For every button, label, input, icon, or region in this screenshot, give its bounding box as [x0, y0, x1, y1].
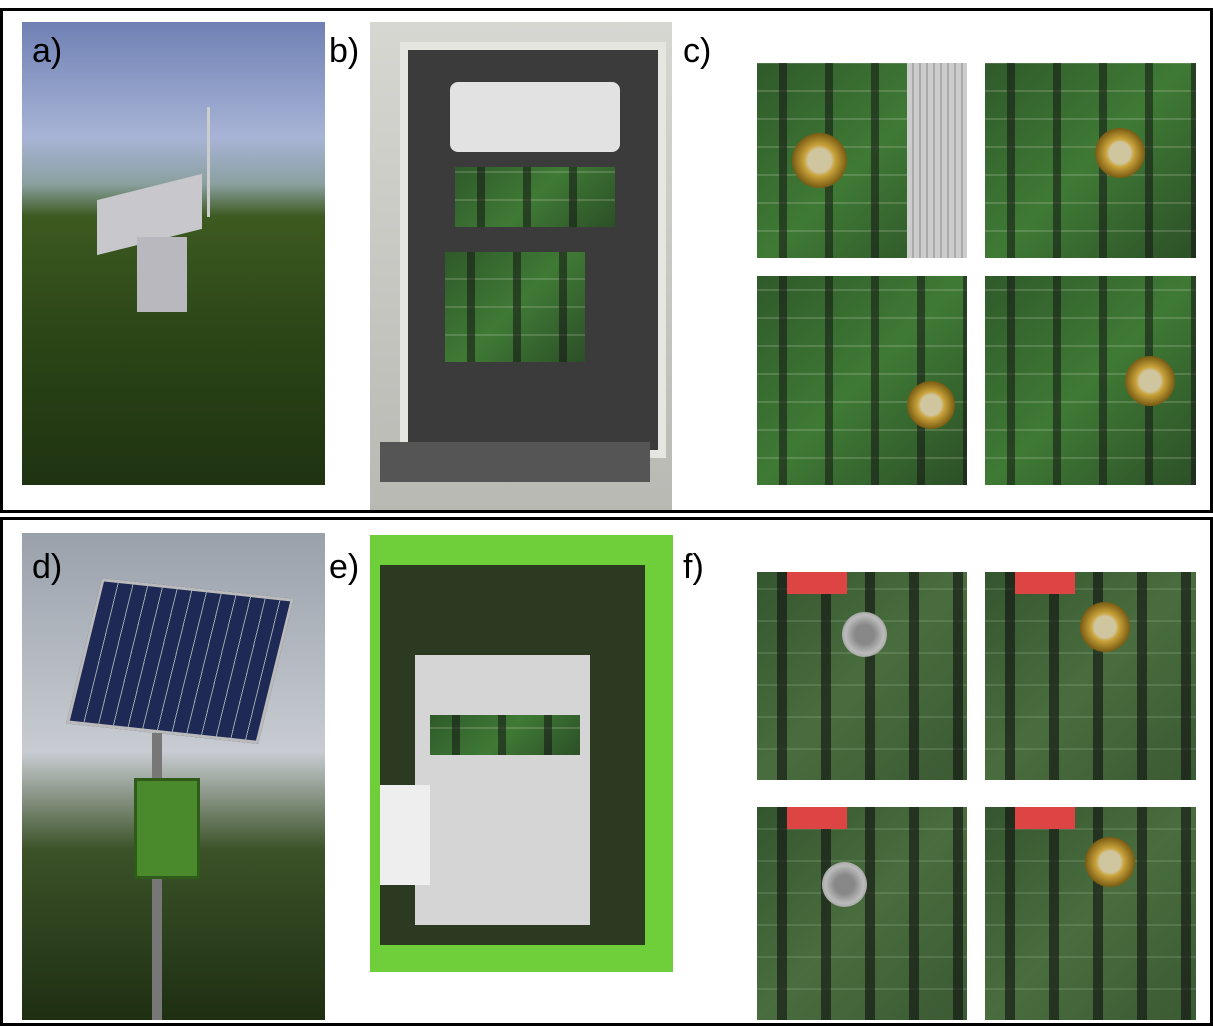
photo-field-station — [22, 22, 325, 485]
mast — [207, 107, 210, 217]
photo-sensor-module — [757, 807, 967, 1020]
photo-sensor-module — [757, 572, 967, 780]
modem — [450, 82, 620, 152]
board — [455, 167, 615, 227]
panel-label: a) — [32, 32, 63, 70]
photo-sensor-module — [985, 63, 1196, 258]
photo-sensor-module — [985, 276, 1196, 485]
bottom-frame — [0, 517, 1213, 1026]
photo-enclosure-open — [370, 22, 672, 510]
photo-sensor-module — [757, 276, 967, 485]
panel-label: f) — [683, 548, 704, 586]
photo-sensor-module — [985, 807, 1196, 1020]
photo-solar-station — [22, 533, 325, 1020]
photo-sensor-module — [985, 572, 1196, 780]
photo-green-enclosure — [370, 535, 673, 972]
green-box — [134, 778, 200, 879]
mount-plate — [415, 655, 590, 925]
sensor-boards — [445, 252, 585, 362]
station-box — [137, 237, 187, 312]
pump — [380, 785, 430, 885]
panel-label: e) — [329, 548, 360, 586]
panel-label: d) — [32, 548, 63, 586]
top-frame — [0, 8, 1213, 513]
sensor-boards — [430, 715, 580, 755]
panel-label: c) — [683, 32, 712, 70]
vent — [380, 442, 650, 482]
photo-sensor-module — [757, 63, 967, 258]
solar-panel — [66, 578, 294, 744]
panel-label: b) — [329, 32, 360, 70]
